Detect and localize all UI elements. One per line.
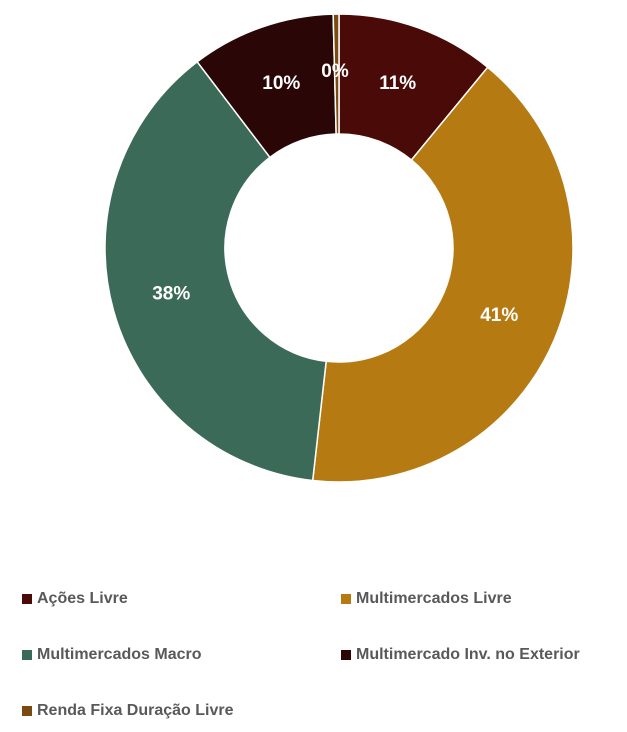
legend-swatch (22, 706, 32, 716)
legend: Ações Livre Multimercados Livre Multimer… (0, 590, 627, 732)
legend-item-multimercados-macro: Multimercados Macro (22, 646, 201, 664)
legend-item-renda-fixa-duracao-livre: Renda Fixa Duração Livre (22, 702, 234, 720)
donut-chart: 11% 41% 38% 10% 0% (104, 13, 574, 483)
labels-layer: 11% 41% 38% 10% 0% (152, 61, 518, 326)
legend-swatch (341, 594, 351, 604)
data-label: 11% (379, 73, 416, 94)
data-label: 0% (321, 61, 349, 82)
legend-swatch (22, 594, 32, 604)
legend-label: Multimercados Macro (37, 646, 202, 663)
legend-label: Multimercados Livre (356, 590, 512, 607)
legend-item-acoes-livre: Ações Livre (22, 590, 128, 608)
legend-label: Renda Fixa Duração Livre (37, 702, 234, 719)
legend-label: Multimercado Inv. no Exterior (356, 646, 580, 663)
legend-swatch (22, 650, 32, 660)
data-label: 41% (480, 305, 518, 326)
donut-slice (311, 66, 574, 483)
data-label: 10% (262, 73, 300, 94)
donut-slice (332, 13, 340, 135)
donut-slice (104, 60, 328, 482)
legend-item-multimercado-inv-exterior: Multimercado Inv. no Exterior (341, 646, 580, 664)
legend-label: Ações Livre (37, 590, 128, 607)
legend-swatch (341, 650, 351, 660)
data-label: 38% (152, 283, 190, 304)
legend-item-multimercados-livre: Multimercados Livre (341, 590, 512, 608)
slices-layer (104, 13, 574, 483)
